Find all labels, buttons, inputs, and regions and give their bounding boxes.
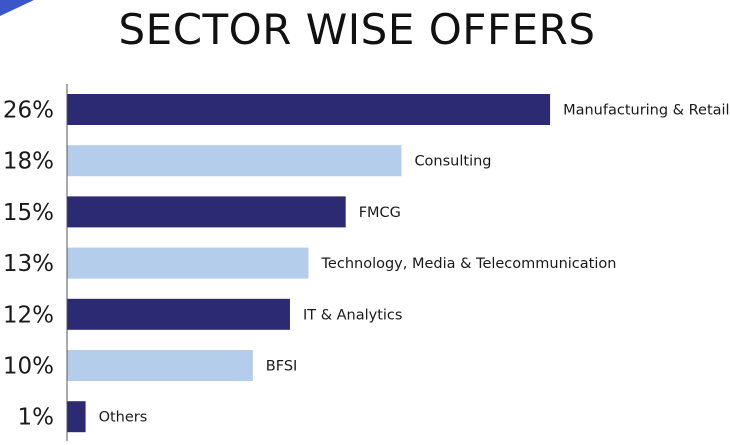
bar-bfsi (67, 350, 253, 381)
bar-technology-media-and-telecommunication (67, 247, 309, 279)
category-label-fmcg: FMCG (359, 205, 401, 221)
bar-it-and-analytics (67, 298, 290, 330)
category-label-consulting: Consulting (414, 154, 491, 170)
value-label-manufacturing-and-retail: 26% (3, 98, 54, 124)
bar-consulting (67, 145, 402, 177)
value-label-it-and-analytics: 12% (3, 302, 54, 328)
bar-manufacturing-and-retail (67, 94, 551, 125)
category-label-others: Others (99, 410, 148, 426)
category-label-technology-media-and-telecommunication: Technology, Media & Telecommunication (321, 256, 617, 272)
value-label-others: 1% (18, 405, 55, 431)
value-label-bfsi: 10% (3, 354, 54, 380)
value-label-fmcg: 15% (3, 200, 54, 226)
value-label-technology-media-and-telecommunication: 13% (3, 251, 54, 277)
category-label-manufacturing-and-retail: Manufacturing & Retail (563, 103, 730, 119)
category-label-bfsi: BFSI (266, 359, 298, 375)
bar-fmcg (67, 196, 346, 228)
bar-others (67, 401, 86, 433)
value-label-consulting: 18% (3, 149, 54, 175)
bars-layer (67, 94, 551, 433)
labels-layer: 26% Manufacturing & Retail 18% Consulting 15… (3, 98, 730, 431)
chart-title: SECTOR WISE OFFERS (118, 5, 596, 54)
corner-accent-decoration (0, 0, 34, 16)
category-label-it-and-analytics: IT & Analytics (303, 307, 403, 323)
